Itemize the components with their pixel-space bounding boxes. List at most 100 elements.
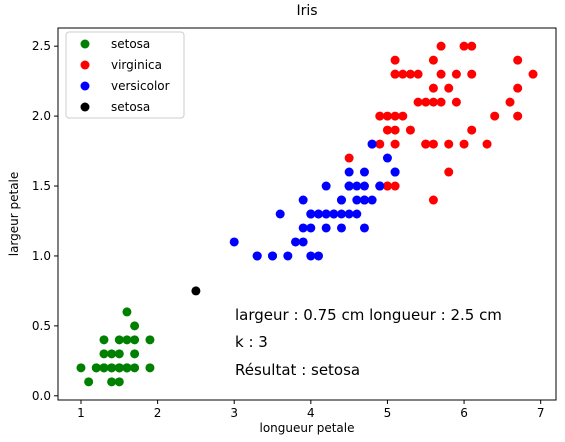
data-point-series-1 (413, 97, 423, 107)
data-point-series-1 (467, 125, 477, 135)
data-point-series-1 (436, 97, 446, 107)
data-point-series-1 (405, 69, 415, 79)
data-point-series-1 (513, 83, 523, 93)
legend-label: versicolor (111, 79, 170, 93)
data-point-series-1 (428, 55, 438, 65)
data-point-series-0 (107, 349, 117, 359)
data-point-series-0 (99, 349, 109, 359)
data-point-series-0 (130, 363, 140, 373)
data-point-series-2 (344, 167, 354, 177)
data-point-series-0 (99, 363, 109, 373)
y-tick-label: 1.5 (32, 179, 51, 193)
data-point-series-1 (390, 55, 400, 65)
data-point-series-1 (405, 125, 415, 135)
data-point-series-1 (528, 69, 538, 79)
data-point-series-0 (76, 363, 86, 373)
x-tick-label: 4 (307, 406, 315, 420)
data-point-series-1 (482, 139, 492, 149)
data-point-series-0 (107, 363, 117, 373)
data-point-series-1 (382, 181, 392, 191)
annotations: largeur : 0.75 cm longueur : 2.5 cm k : … (235, 306, 502, 379)
data-point-series-1 (375, 111, 385, 121)
data-point-series-2 (359, 195, 369, 205)
data-point-series-0 (122, 363, 132, 373)
data-point-series-2 (336, 209, 346, 219)
data-point-series-0 (130, 349, 140, 359)
data-point-series-0 (84, 377, 94, 387)
data-point-series-1 (444, 83, 454, 93)
data-point-series-2 (298, 195, 308, 205)
data-point-series-3 (191, 286, 201, 296)
data-point-series-1 (490, 111, 500, 121)
data-point-series-0 (107, 377, 117, 387)
legend-label: virginica (111, 58, 162, 72)
data-point-series-2 (306, 209, 316, 219)
data-point-series-1 (421, 97, 431, 107)
data-point-series-0 (114, 335, 124, 345)
data-point-series-1 (390, 69, 400, 79)
data-point-series-1 (513, 111, 523, 121)
data-point-series-1 (375, 139, 385, 149)
legend-marker (80, 39, 90, 49)
data-point-series-1 (390, 111, 400, 121)
data-point-series-1 (467, 69, 477, 79)
data-point-series-2 (352, 195, 362, 205)
legend-marker (80, 102, 90, 112)
data-point-series-2 (329, 209, 339, 219)
data-point-series-1 (413, 69, 423, 79)
data-point-series-1 (382, 111, 392, 121)
data-point-series-2 (306, 251, 316, 261)
x-tick-label: 6 (460, 406, 468, 420)
data-point-series-1 (444, 167, 454, 177)
data-point-series-2 (382, 153, 392, 163)
data-point-series-1 (428, 139, 438, 149)
data-point-series-2 (352, 181, 362, 191)
x-tick-label: 5 (384, 406, 392, 420)
data-point-series-2 (229, 237, 239, 247)
legend-label: setosa (111, 37, 150, 51)
y-axis-ticks: 0.0 0.5 1.0 1.5 2.0 2.5 (32, 39, 58, 403)
data-point-series-2 (367, 139, 377, 149)
data-point-series-2 (336, 223, 346, 233)
data-point-series-2 (268, 251, 278, 261)
data-point-series-1 (451, 97, 461, 107)
y-tick-label: 0.5 (32, 319, 51, 333)
x-tick-label: 2 (154, 406, 162, 420)
data-point-series-1 (467, 41, 477, 51)
data-point-series-0 (122, 307, 132, 317)
data-point-series-1 (505, 97, 515, 107)
data-point-series-2 (313, 209, 323, 219)
data-point-series-2 (252, 251, 262, 261)
y-tick-label: 1.0 (32, 249, 51, 263)
y-tick-label: 0.0 (32, 389, 51, 403)
data-point-series-1 (428, 195, 438, 205)
data-point-series-1 (382, 125, 392, 135)
data-point-series-1 (390, 181, 400, 191)
annotation-k: k : 3 (235, 333, 268, 351)
data-point-series-2 (321, 223, 331, 233)
data-point-series-2 (321, 209, 331, 219)
data-point-series-1 (390, 139, 400, 149)
x-tick-label: 7 (537, 406, 545, 420)
data-point-series-2 (359, 223, 369, 233)
data-point-series-2 (359, 167, 369, 177)
data-point-series-0 (130, 321, 140, 331)
x-axis-label: longueur petale (259, 421, 354, 435)
data-point-series-2 (352, 209, 362, 219)
data-point-series-1 (436, 41, 446, 51)
data-point-series-0 (114, 363, 124, 373)
data-point-series-2 (306, 223, 316, 233)
data-point-series-2 (344, 181, 354, 191)
data-point-series-2 (321, 181, 331, 191)
y-tick-label: 2.0 (32, 109, 51, 123)
legend-marker (80, 81, 90, 91)
data-point-series-2 (375, 181, 385, 191)
data-point-series-0 (122, 335, 132, 345)
data-point-series-0 (114, 349, 124, 359)
data-point-series-0 (91, 363, 101, 373)
legend-marker (80, 60, 90, 70)
data-point-series-1 (428, 97, 438, 107)
x-axis-ticks: 1 2 3 4 5 6 7 (77, 400, 544, 420)
data-point-series-0 (114, 377, 124, 387)
